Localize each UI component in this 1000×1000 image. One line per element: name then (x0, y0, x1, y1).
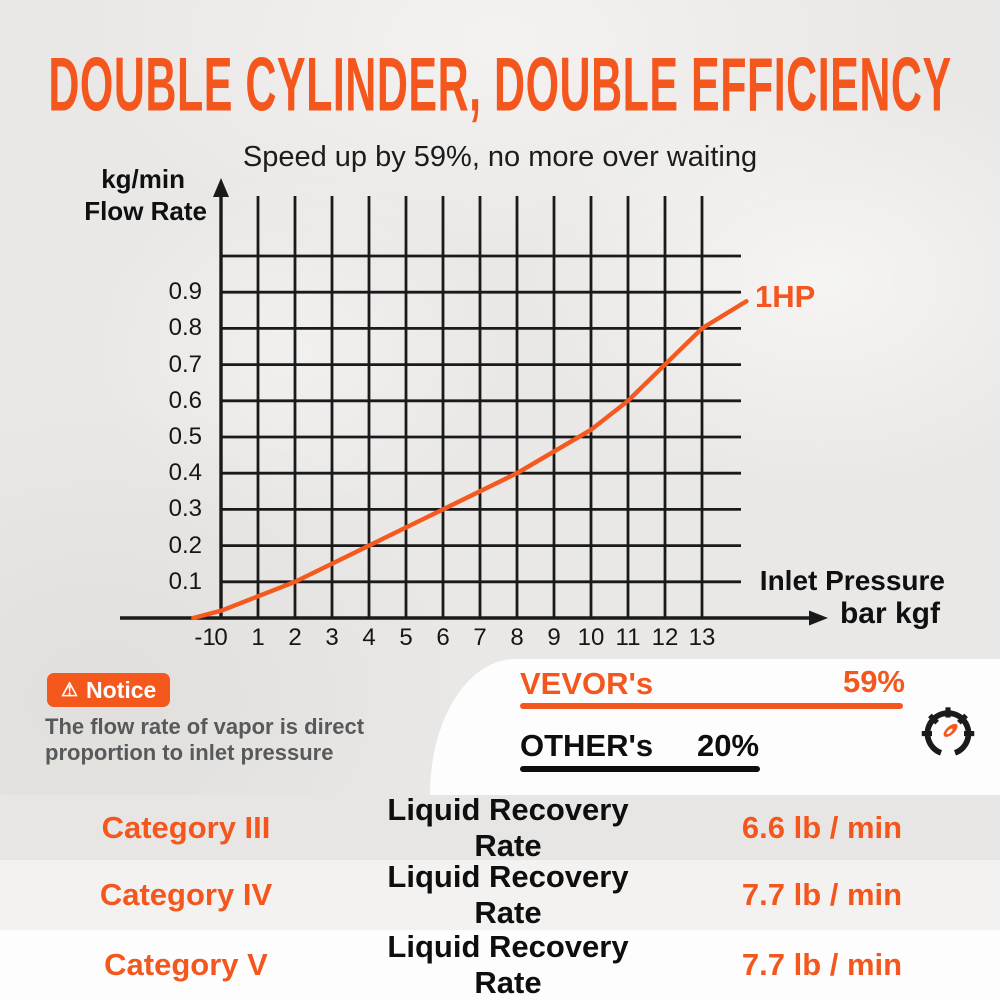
y-tick-label: 0.7 (168, 350, 202, 378)
x-axis-unit-label: bar kgf (839, 597, 940, 630)
gauge-icon (921, 707, 975, 756)
x-tick-label: 2 (288, 624, 302, 651)
category-cell: Category V (104, 947, 268, 982)
x-tick-label: 3 (325, 624, 339, 651)
notice-text-line2: proportion to inlet pressure (45, 740, 334, 765)
series-label-1hp: 1HP (755, 279, 816, 314)
table-row: Category V Liquid Recovery Rate 7.7 lb /… (0, 929, 1000, 1000)
value-cell: 7.7 lb / min (741, 947, 903, 982)
table-row: Category III Liquid Recovery Rate 6.6 lb… (0, 792, 1000, 863)
category-cell: Category IV (99, 877, 273, 912)
warning-icon: ⚠ (61, 679, 79, 701)
y-tick-label: 0.5 (168, 423, 202, 450)
x-tick-label: 11 (615, 624, 641, 651)
y-tick-label: 0.6 (168, 386, 202, 414)
notice-badge: ⚠ Notice (47, 673, 171, 707)
value-cell: 7.7 lb / min (741, 877, 903, 912)
y-tick-label: 0.4 (168, 459, 202, 487)
vevor-value: 59% (842, 664, 905, 699)
y-axis-name-label: Flow Rate (84, 196, 207, 226)
page-title: DOUBLE CYLINDER, DOUBLE EFFICIENCY (48, 42, 952, 129)
x-tick-label: 9 (547, 624, 561, 651)
x-axis-name-label: Inlet Pressure (759, 565, 945, 596)
category-table: Category III Liquid Recovery Rate 6.6 lb… (0, 792, 1000, 1000)
notice-text-line1: The flow rate of vapor is direct (45, 714, 365, 739)
metric-cell: Liquid Recovery Rate (387, 791, 629, 863)
other-label: OTHER's (520, 728, 654, 763)
x-tick-label: 4 (362, 624, 376, 651)
vevor-underline-bar (520, 703, 903, 709)
other-underline-bar (520, 766, 760, 772)
metric-cell: Liquid Recovery Rate (387, 859, 629, 930)
y-tick-label: 0.3 (168, 495, 202, 523)
x-tick-label: 8 (510, 624, 524, 651)
x-tick-label: 12 (651, 624, 679, 651)
x-tick-label: 13 (688, 624, 716, 651)
value-cell: 6.6 lb / min (741, 809, 903, 845)
metric-cell: Liquid Recovery Rate (387, 929, 629, 1000)
y-axis-unit-label: kg/min (101, 164, 185, 194)
x-tick-label: -1 (194, 624, 216, 651)
x-tick-label: 7 (473, 624, 487, 651)
x-tick-label: 5 (399, 624, 413, 651)
notice-badge-label: Notice (86, 676, 157, 703)
table-row: Category IV Liquid Recovery Rate 7.7 lb … (0, 859, 1000, 930)
y-tick-label: 0.9 (168, 278, 202, 306)
y-tick-label: 0.2 (168, 531, 202, 559)
x-tick-label: 1 (251, 624, 265, 651)
vevor-label: VEVOR's (520, 666, 654, 701)
page-subtitle: Speed up by 59%, no more over waiting (242, 141, 758, 173)
x-tick-label: 0 (214, 624, 228, 651)
category-cell: Category III (101, 809, 271, 845)
x-tick-label: 6 (436, 624, 450, 651)
y-tick-label: 0.1 (168, 567, 202, 595)
notice-text: The flow rate of vapor is direct proport… (45, 714, 405, 766)
other-value: 20% (697, 728, 760, 763)
x-tick-label: 10 (577, 624, 605, 651)
y-tick-label: 0.8 (168, 314, 202, 342)
comparison-panel (430, 659, 1000, 795)
